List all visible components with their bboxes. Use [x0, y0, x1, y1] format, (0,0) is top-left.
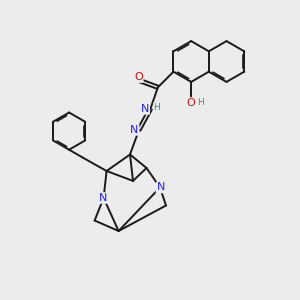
Text: N: N: [130, 125, 139, 135]
Text: N: N: [99, 193, 107, 203]
Text: O: O: [134, 72, 143, 82]
Text: H: H: [197, 98, 203, 107]
Text: H: H: [154, 103, 160, 112]
Text: N: N: [156, 182, 165, 193]
Text: O: O: [187, 98, 196, 108]
Text: N: N: [141, 104, 149, 114]
